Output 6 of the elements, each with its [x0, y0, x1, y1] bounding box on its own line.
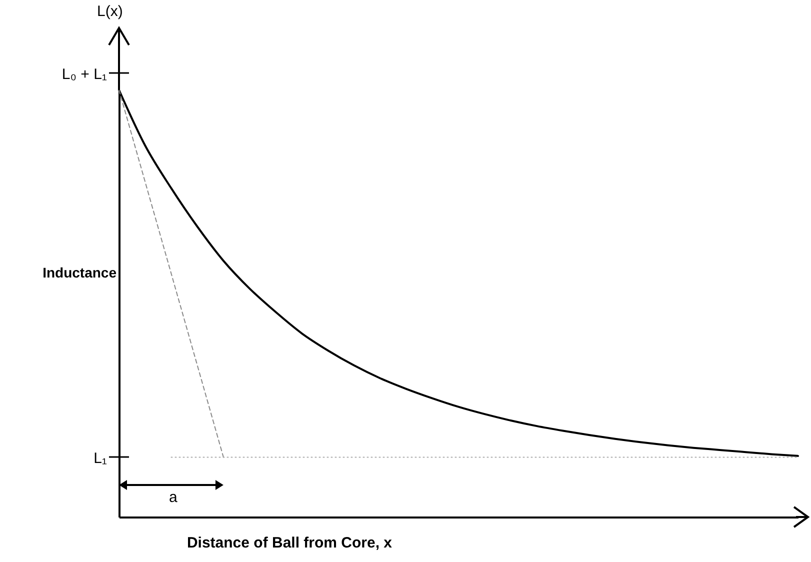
annotation: a — [169, 489, 178, 506]
y-axis-title: Inductance — [42, 264, 117, 280]
text: L₁ — [94, 450, 107, 467]
text: L(x) — [97, 3, 123, 20]
x-axis-title: Distance of Ball from Core, x — [186, 534, 393, 552]
text: L₀ + L₁ — [62, 66, 107, 83]
